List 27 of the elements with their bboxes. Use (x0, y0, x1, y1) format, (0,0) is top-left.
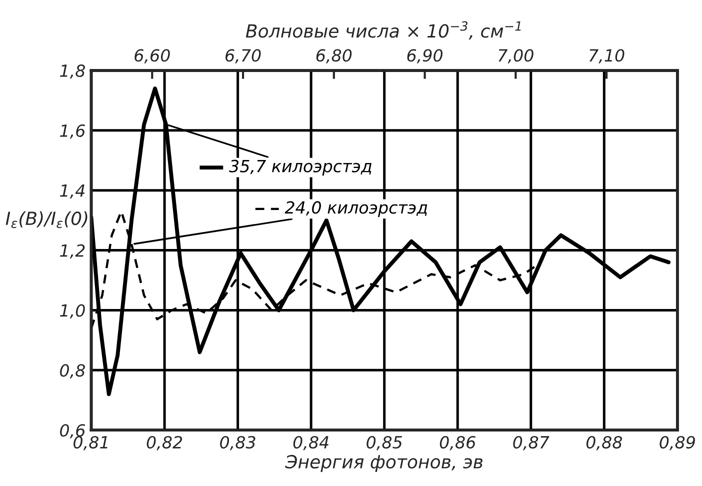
y-tick-label: 1,0 (60, 304, 85, 318)
x2-tick-label: 6,90 (407, 49, 443, 64)
x2-tick-label: 7,00 (498, 49, 534, 64)
x-tick-label: 0,83 (220, 436, 256, 450)
x-tick-label: 0,87 (513, 436, 550, 450)
y-tick-label: 0,8 (60, 364, 85, 378)
y-tick-label: 1,8 (60, 64, 85, 79)
x-tick-label: 0,81 (74, 436, 108, 450)
x-tick-label: 0,86 (440, 436, 476, 450)
y-axis-title: I$_{ε}$(B)/I$_{ε}$(0) (6, 211, 88, 228)
y-tick-label: 0,6 (60, 424, 85, 438)
y-tick-label: 1,6 (60, 124, 85, 139)
x-axis-title: Энергия фотонов, эв (285, 454, 483, 472)
legend-label: 24,0 килоэрстэд (284, 201, 428, 217)
x2-tick-label: 6,60 (134, 49, 170, 64)
x-tick-label: 0,84 (293, 436, 328, 450)
legend-label: 35,7 килоэрстэд (229, 160, 372, 176)
y-tick-label: 1,2 (60, 244, 85, 259)
x2-tick-label: 6,70 (226, 49, 261, 64)
x-tick-label: 0,89 (660, 436, 695, 450)
x2-tick-label: 6,80 (316, 49, 352, 64)
x2-axis-title: Волновые числа × 10$^{−3}$, см$^{−1}$ (246, 21, 521, 40)
y-tick-label: 1,4 (60, 184, 85, 199)
x-tick-label: 0,85 (366, 436, 402, 450)
x2-tick-label: 7,10 (590, 49, 624, 64)
x-tick-label: 0,82 (146, 436, 182, 450)
x-tick-label: 0,88 (586, 436, 622, 450)
